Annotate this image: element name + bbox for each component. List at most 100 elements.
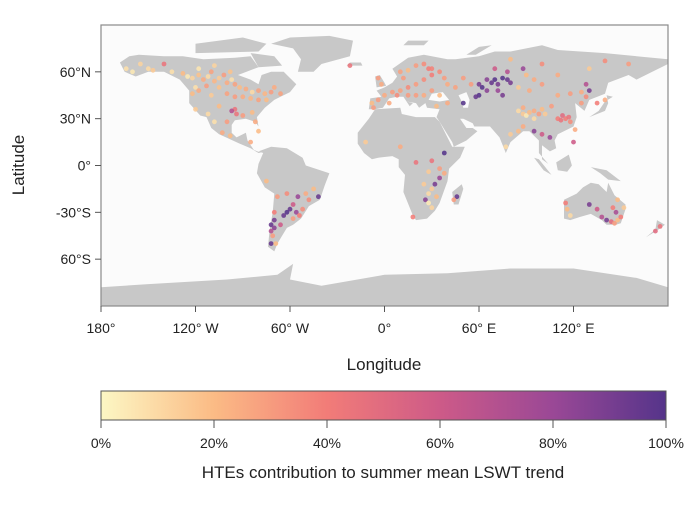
data-point xyxy=(492,66,498,72)
x-tick-label: 60° W xyxy=(271,320,310,336)
data-point xyxy=(558,117,564,123)
data-point xyxy=(363,139,368,145)
y-tick-label: -30°S xyxy=(56,204,91,220)
data-point xyxy=(579,89,584,95)
data-point xyxy=(268,222,274,228)
data-point xyxy=(240,94,246,100)
data-point xyxy=(604,217,609,223)
data-point xyxy=(523,113,529,118)
data-point xyxy=(441,75,447,81)
data-point xyxy=(224,80,230,86)
data-point xyxy=(460,75,466,81)
data-point xyxy=(505,77,510,82)
data-point xyxy=(401,75,406,81)
data-point xyxy=(437,166,442,172)
data-point xyxy=(369,100,375,106)
land-masses xyxy=(101,35,668,306)
data-point xyxy=(437,69,442,75)
data-point xyxy=(347,63,353,68)
data-point xyxy=(613,209,619,215)
colorbar-ticks: 0% 20% 40% 60% 80% 100% xyxy=(91,420,684,451)
data-point xyxy=(268,241,274,247)
data-point xyxy=(523,72,529,78)
data-point xyxy=(429,66,435,72)
data-point xyxy=(145,66,151,72)
data-point xyxy=(421,181,427,187)
data-point xyxy=(382,92,387,98)
data-point xyxy=(495,88,501,93)
data-point xyxy=(426,200,431,206)
data-point xyxy=(531,128,537,134)
land-eurasia xyxy=(368,45,668,164)
data-point xyxy=(583,81,589,87)
data-point xyxy=(397,69,403,75)
data-point xyxy=(216,85,222,90)
land-arctic-islands xyxy=(195,37,267,54)
data-point xyxy=(284,209,290,215)
land-baffin xyxy=(250,53,283,68)
data-point xyxy=(527,88,532,93)
data-point xyxy=(503,144,509,150)
land-new-guinea xyxy=(590,167,621,182)
data-point xyxy=(453,85,458,90)
data-point xyxy=(237,85,243,90)
data-point xyxy=(212,78,217,84)
data-point xyxy=(229,108,235,114)
data-point xyxy=(405,85,411,90)
data-point xyxy=(185,74,191,79)
data-point xyxy=(287,206,293,212)
data-point xyxy=(583,94,589,100)
x-tick-label: 60° E xyxy=(462,320,496,336)
data-point xyxy=(196,88,202,93)
data-point xyxy=(594,100,600,106)
data-point xyxy=(454,194,460,200)
data-point xyxy=(618,214,624,220)
data-point xyxy=(394,92,400,98)
data-point xyxy=(397,144,403,150)
data-point xyxy=(227,69,233,75)
data-point xyxy=(232,81,238,87)
data-point xyxy=(564,206,570,212)
data-point xyxy=(275,194,280,200)
land-south-america xyxy=(256,146,330,252)
data-point xyxy=(240,113,246,118)
colorbar-tick-label: 20% xyxy=(200,435,228,451)
data-point xyxy=(579,100,584,106)
data-point xyxy=(248,139,254,145)
data-point xyxy=(520,124,526,129)
data-point xyxy=(437,92,442,98)
data-point xyxy=(284,191,290,197)
data-point xyxy=(196,66,202,72)
colorbar-tick-label: 60% xyxy=(426,435,454,451)
data-point xyxy=(306,197,312,203)
data-point xyxy=(566,114,572,120)
data-point xyxy=(492,77,498,82)
data-point xyxy=(270,233,276,239)
data-point xyxy=(390,89,395,95)
land-borneo xyxy=(556,154,572,172)
data-point xyxy=(216,75,222,81)
colorbar-title: HTEs contribution to summer mean LSWT tr… xyxy=(202,463,565,482)
data-point xyxy=(413,63,419,68)
data-point xyxy=(290,216,296,222)
data-point xyxy=(130,69,135,75)
data-point xyxy=(571,139,576,145)
data-point xyxy=(193,85,198,90)
data-point xyxy=(508,56,513,62)
colorbar-tick-label: 40% xyxy=(313,435,341,451)
data-point xyxy=(208,92,214,98)
data-point xyxy=(180,71,186,76)
data-point xyxy=(615,197,620,203)
data-point xyxy=(657,224,663,229)
data-point xyxy=(371,105,376,111)
data-point xyxy=(612,220,617,226)
data-point xyxy=(196,72,202,78)
y-axis: 60°N 30°N 0° -30°S 60°S xyxy=(56,64,101,267)
data-point xyxy=(516,128,521,134)
data-point xyxy=(445,81,450,87)
data-point xyxy=(201,77,206,82)
data-point xyxy=(138,61,143,67)
data-point xyxy=(434,103,439,109)
data-point xyxy=(567,119,573,125)
colorbar-tick-label: 80% xyxy=(539,435,567,451)
